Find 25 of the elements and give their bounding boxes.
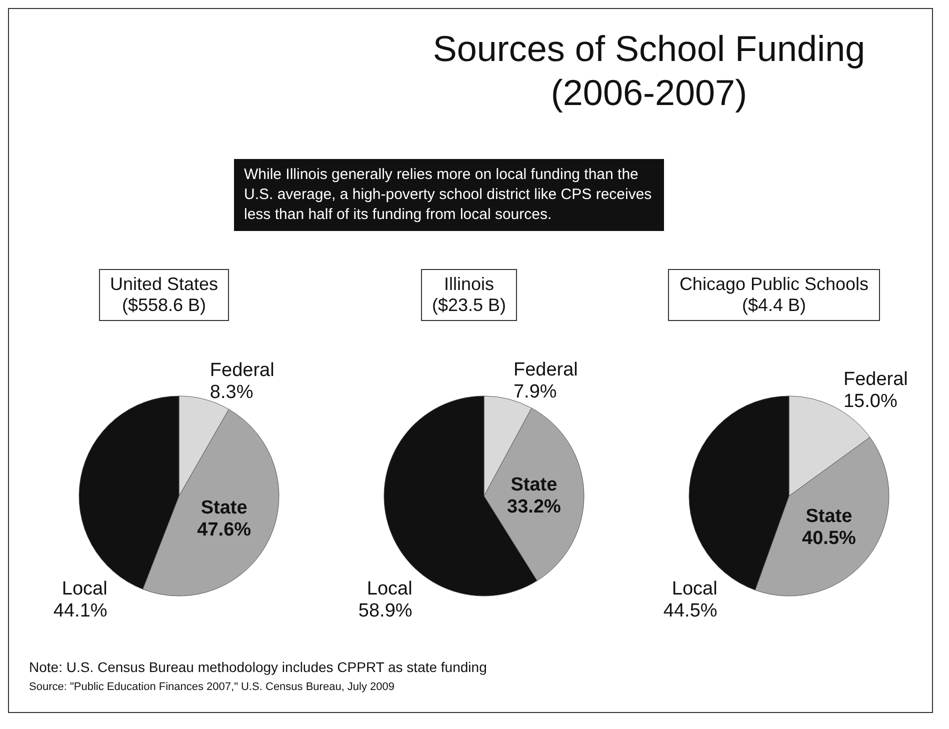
data-label: 7.9% xyxy=(513,382,557,403)
slice-label: Local xyxy=(672,578,718,600)
slice-label: Local xyxy=(366,578,412,600)
slice-label: State xyxy=(510,474,558,496)
chart-subtitle: Illinois ($23.5 B) xyxy=(432,274,506,316)
data-label: 33.2% xyxy=(507,496,562,518)
slice-label: Federal xyxy=(210,360,274,382)
data-label: 58.9% xyxy=(358,600,412,622)
chart-subtitle: Chicago Public Schools ($4.4 B) xyxy=(679,274,869,316)
data-label: 44.5% xyxy=(663,600,718,622)
slice-label: State xyxy=(200,498,248,519)
slice-label: Local xyxy=(62,578,108,600)
slice-label: Federal xyxy=(513,360,578,381)
source-note: Source: "Public Education Finances 2007," U.S. Census Bureau, July 2009 xyxy=(29,681,396,693)
data-label: 44.1% xyxy=(53,600,108,622)
slice-label: State xyxy=(806,506,852,528)
slice-label: Federal xyxy=(843,369,908,390)
chart-subtitle: United States ($558.6 B) xyxy=(110,274,218,316)
text: While Illinois generally relies more on local funding than the U.S. average, a high-poverty school district like CPS receives less than half of its funding from local sources. xyxy=(234,159,664,231)
data-label: 8.3% xyxy=(210,382,254,404)
data-label: 47.6% xyxy=(197,520,252,541)
data-label: 40.5% xyxy=(802,528,856,550)
data-label: 15.0% xyxy=(843,391,898,412)
text: Note: U.S. Census Bureau methodology includes CPPRT as state funding xyxy=(29,659,487,675)
text: Sources of School Funding (2006-2007) xyxy=(432,27,866,115)
